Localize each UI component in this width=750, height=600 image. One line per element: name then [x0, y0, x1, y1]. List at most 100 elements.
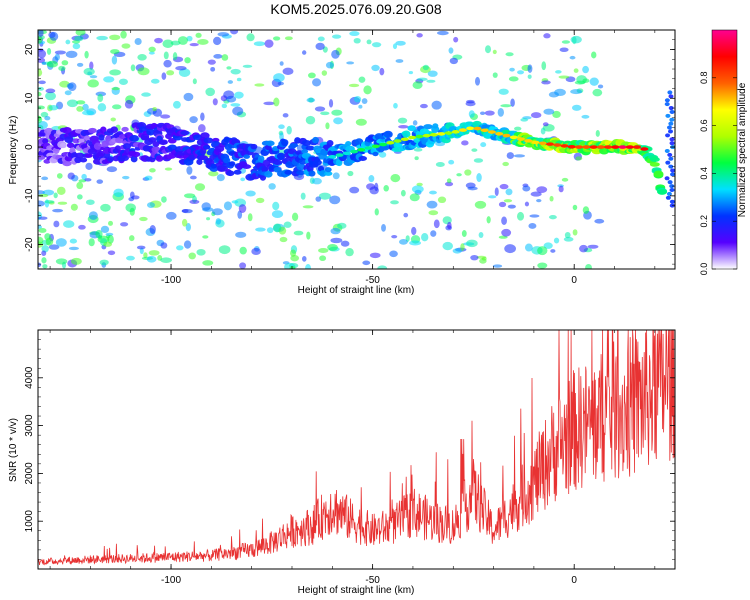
- noise-blob: [412, 81, 423, 90]
- noise-blob: [41, 176, 49, 181]
- edge-blob: [670, 168, 675, 173]
- noise-blob: [318, 192, 331, 200]
- noise-blob: [38, 68, 43, 77]
- noise-blob: [150, 78, 160, 84]
- noise-blob: [516, 211, 525, 221]
- ridge-blob: [155, 155, 164, 162]
- ridge-blob: [74, 152, 85, 159]
- noise-blob: [358, 76, 366, 83]
- edge-blob: [665, 195, 671, 200]
- noise-blob: [325, 122, 330, 130]
- noise-blob: [221, 54, 229, 61]
- ridge-blob: [379, 144, 390, 151]
- ridge-core: [371, 144, 380, 149]
- noise-blob: [89, 75, 98, 79]
- noise-blob: [70, 257, 82, 265]
- x-tick-label: -100: [161, 575, 181, 586]
- noise-blob: [38, 49, 47, 59]
- noise-blob: [75, 30, 86, 36]
- noise-blob: [540, 127, 546, 135]
- noise-blob: [66, 83, 74, 89]
- noise-blob: [160, 257, 172, 263]
- noise-blob: [497, 108, 504, 117]
- noise-blob: [291, 212, 299, 222]
- noise-blob: [320, 111, 330, 116]
- ridge-core: [553, 143, 562, 147]
- noise-blob: [237, 210, 243, 219]
- noise-blob: [409, 193, 420, 202]
- noise-blob: [277, 81, 284, 86]
- ridge-blob: [196, 158, 203, 165]
- noise-blob: [366, 39, 372, 45]
- noise-blob: [481, 256, 487, 261]
- ridge-blob: [272, 160, 283, 165]
- noise-blob: [428, 210, 439, 216]
- spectrogram-frame: [37, 29, 676, 270]
- ridge-blob: [242, 164, 252, 169]
- noise-blob: [468, 110, 475, 118]
- ridge-blob: [223, 157, 231, 164]
- noise-blob: [38, 121, 48, 130]
- noise-blob: [398, 124, 409, 129]
- noise-blob: [194, 183, 206, 191]
- noise-blob: [268, 183, 276, 190]
- noise-blob: [55, 258, 68, 265]
- ridge-blob: [64, 136, 74, 144]
- noise-blob: [235, 231, 247, 238]
- noise-blob: [478, 232, 484, 238]
- noise-blob: [527, 74, 532, 79]
- noise-blob: [331, 109, 343, 116]
- edge-blob: [669, 184, 675, 189]
- colorbar-tick-label: 0.4: [699, 167, 709, 180]
- noise-blob: [38, 57, 46, 63]
- ridge-blob: [62, 160, 72, 167]
- noise-blob: [585, 264, 592, 269]
- noise-blob: [238, 204, 247, 213]
- noise-blob: [541, 80, 551, 85]
- ridge-blob: [243, 154, 250, 159]
- noise-blob: [527, 64, 533, 73]
- noise-blob: [448, 159, 455, 165]
- ridge-blob: [129, 135, 140, 142]
- ridge-blob: [78, 138, 85, 143]
- ridge-blob: [312, 159, 322, 166]
- noise-blob: [290, 254, 300, 262]
- snr-frame: [37, 329, 676, 570]
- noise-blob: [333, 117, 343, 125]
- noise-blob: [232, 106, 244, 116]
- ridge-blob: [319, 170, 327, 177]
- noise-blob: [431, 100, 442, 110]
- edge-blob: [668, 156, 674, 161]
- noise-blob: [597, 84, 604, 89]
- noise-blob: [536, 199, 542, 203]
- noise-blob: [522, 185, 531, 192]
- ridge-core: [386, 140, 395, 145]
- noise-blob: [81, 173, 87, 180]
- noise-blob: [97, 103, 107, 112]
- noise-blob: [38, 91, 42, 97]
- noise-blob: [484, 110, 495, 116]
- noise-blob: [501, 228, 512, 237]
- noise-blob: [189, 43, 199, 47]
- ridge-core: [473, 126, 482, 131]
- noise-blob: [429, 190, 437, 195]
- noise-blob: [254, 83, 265, 87]
- ridge-blob: [192, 134, 203, 141]
- y-tick-label: 4000: [24, 366, 35, 389]
- noise-blob: [467, 186, 478, 191]
- colorbar-tick-label: 0.2: [699, 215, 709, 228]
- noise-blob: [332, 34, 342, 39]
- snr-panel: -100 -50 0 1000 2000 3000 4000 Height of strai…: [8, 329, 676, 596]
- edge-blob: [665, 133, 671, 138]
- colorbar-tick-label: 0.0: [699, 263, 709, 276]
- noise-blob: [255, 197, 265, 204]
- noise-blob: [161, 196, 167, 203]
- noise-blob: [162, 39, 174, 48]
- noise-blob: [591, 51, 597, 59]
- noise-blob: [541, 61, 547, 71]
- x-tick-label: 0: [571, 275, 577, 286]
- noise-blob: [38, 216, 48, 220]
- noise-blob: [589, 77, 599, 86]
- ridge-blob: [312, 136, 320, 144]
- noise-blob: [393, 102, 398, 109]
